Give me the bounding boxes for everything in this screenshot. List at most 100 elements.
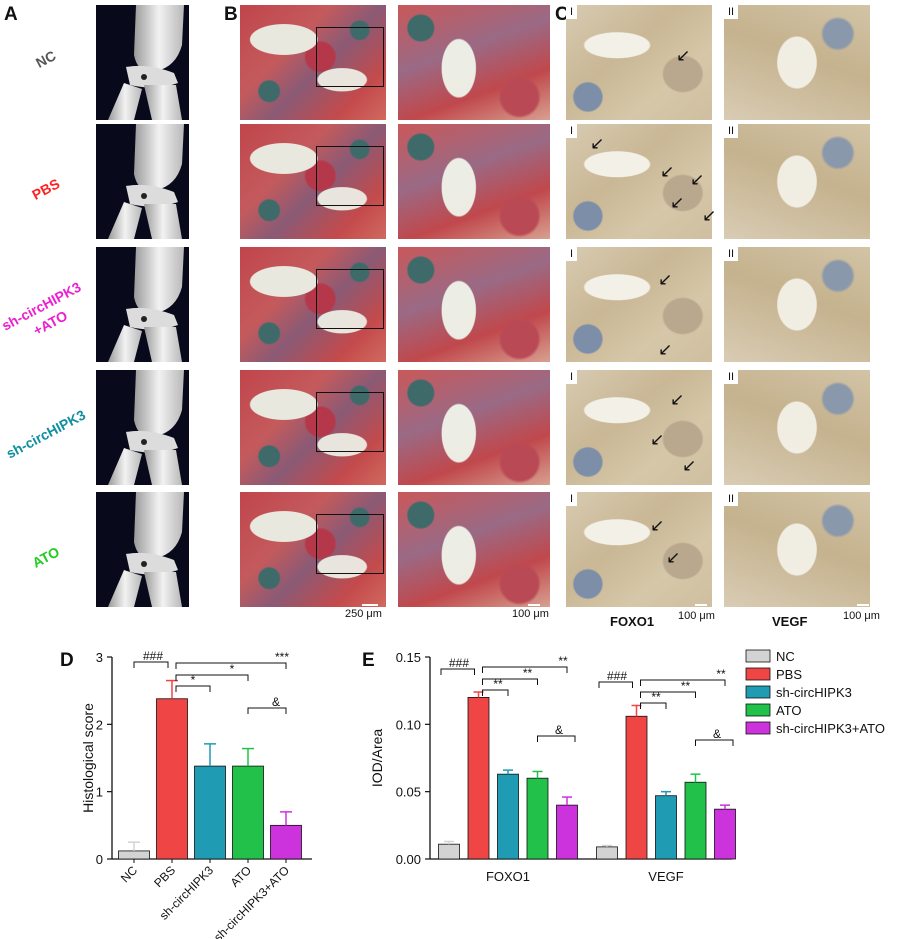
zoom-box [316,269,384,329]
scale-bar [528,604,540,606]
significance-bracket [695,739,734,746]
row-label-pbs: PBS [29,175,63,203]
knee-bone-render [108,492,184,607]
he-stain-high-image [398,5,550,120]
zoom-box [316,514,384,574]
ihc-foxo1-image [566,492,712,607]
knee-bone-render [108,5,184,120]
arrow-marker: ↙ [670,193,685,213]
region-label-one: I [566,370,578,384]
significance-label: * [191,673,196,687]
arrow-marker: ↙ [650,430,665,450]
ihc-foxo1-image [566,247,712,362]
y-tick-label: 0 [96,852,103,867]
he-stain-low-image [240,492,386,607]
region-label-two: II [724,5,739,19]
y-tick-label: 0.15 [396,650,421,665]
zoom-box [316,146,384,206]
scale-caption-he-low: 250 μm [345,608,382,620]
scale-bar [362,604,378,606]
region-label-two: II [724,492,739,506]
region-label-two: II [724,247,739,261]
significance-label: ** [493,677,503,691]
knee-bone-render [108,247,184,362]
significance-label: ### [607,669,627,683]
x-category-label: VEGF [648,869,683,884]
arrow-marker: ↙ [590,134,605,154]
y-tick-label: 0.10 [396,717,421,732]
he-stain-low-image [240,247,386,362]
significance-label: ** [558,654,568,668]
micro-ct-image [96,492,189,607]
panel-letter-c: C [555,4,569,25]
legend-label: ATO [776,703,802,718]
zoom-box [316,27,384,87]
y-axis-label: IOD/Area [369,729,385,788]
significance-bracket [537,735,576,742]
legend-swatch [745,721,771,735]
panel-letter-b: B [224,4,238,25]
legend-swatch [745,703,771,717]
bar [497,773,519,860]
legend-label: sh-circHIPK3 [776,685,852,700]
panel-letter-d: D [60,650,74,671]
bar [194,765,226,860]
significance-label: ** [651,690,661,704]
region-label-two: II [724,370,739,384]
region-label-one: I [566,247,578,261]
arrow-marker: ↙ [658,340,673,360]
micro-ct-image [96,5,189,120]
bar [467,697,490,860]
x-tick-label: NC [118,863,140,885]
region-label-one: I [566,124,578,138]
legend-label: sh-circHIPK3+ATO [776,721,885,736]
scale-caption-foxo1: 100 μm [678,610,715,622]
legend-swatch [745,685,771,699]
significance-label: & [713,727,721,741]
arrow-marker: ↙ [702,206,717,226]
scale-caption-vegf: 100 μm [843,610,880,622]
arrow-marker: ↙ [682,456,697,476]
y-tick-label: 3 [96,650,103,665]
arrow-marker: ↙ [660,162,675,182]
significance-bracket [440,668,475,675]
bar [714,808,736,860]
significance-bracket [175,662,287,669]
y-tick-label: 0.00 [396,852,421,867]
arrow-marker: ↙ [676,46,691,66]
y-axis-label: Histological score [80,703,96,813]
he-stain-low-image [240,5,386,120]
scale-caption-he-high: 100 μm [512,608,549,620]
stain-label-vegf: VEGF [772,614,808,629]
knee-bone-render [108,370,184,485]
significance-label: ### [143,649,163,663]
legend-label: PBS [776,667,802,682]
significance-label: ### [449,656,469,670]
significance-label: & [555,723,563,737]
significance-bracket [247,707,287,714]
ihc-foxo1-image [566,370,712,485]
legend-swatch [745,649,771,663]
significance-label: ** [716,667,726,681]
he-stain-high-image [398,492,550,607]
row-label-sh: sh-circHIPK3 [3,406,88,462]
significance-bracket [482,689,509,696]
row-label-nc: NC [33,47,59,71]
bar [655,795,677,860]
he-stain-low-image [240,370,386,485]
ihc-vegf-image [724,370,870,485]
arrow-marker: ↙ [690,170,705,190]
x-category-label: FOXO1 [486,869,530,884]
legend-label: NC [776,649,795,664]
significance-bracket [482,678,538,685]
ihc-foxo1-image [566,124,712,239]
arrow-marker: ↙ [670,390,685,410]
he-stain-low-image [240,124,386,239]
ihc-vegf-image [724,5,870,120]
row-label-ato: ATO [29,543,62,571]
ihc-vegf-image [724,124,870,239]
arrow-marker: ↙ [666,548,681,568]
significance-label: ** [681,679,691,693]
bar [156,698,188,860]
he-stain-high-image [398,247,550,362]
